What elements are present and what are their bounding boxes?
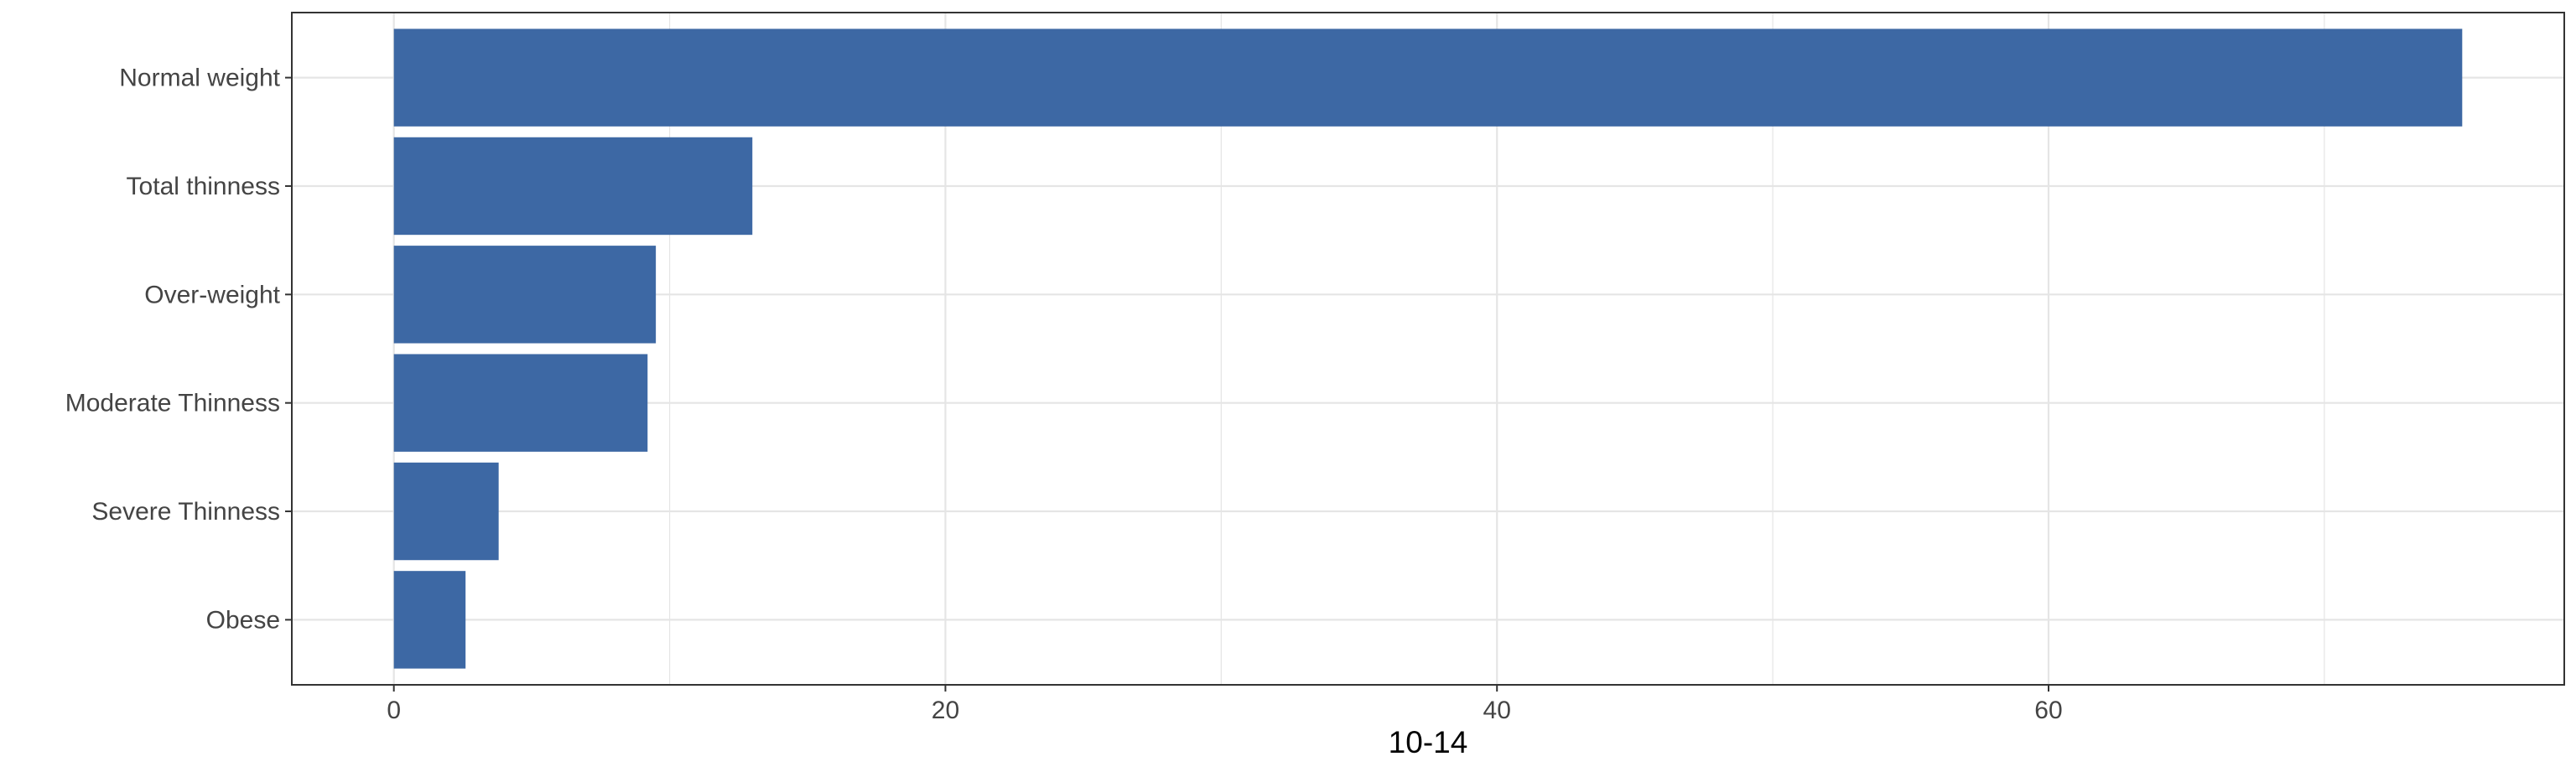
x-axis-title: 10-14: [1389, 725, 1468, 759]
bar: [393, 354, 648, 452]
x-axis: 0 20 40 60: [387, 685, 2063, 724]
bar: [393, 246, 657, 344]
bar: [393, 28, 2463, 127]
bar: [393, 462, 499, 561]
y-tick-label: Severe Thinness: [91, 498, 280, 526]
panel-border: [291, 12, 2565, 686]
y-tick-label: Moderate Thinness: [65, 390, 280, 417]
y-axis: Normal weight Total thinness Over-weight Mo…: [65, 65, 292, 634]
bars: [393, 28, 2463, 669]
y-tick-label: Over-weight: [144, 281, 280, 308]
y-tick-label: Normal weight: [119, 65, 280, 92]
x-tick-label: 0: [387, 697, 401, 724]
x-tick-label: 40: [1483, 697, 1511, 724]
bar: [393, 571, 466, 669]
y-tick-label: Obese: [206, 606, 280, 634]
bar: [393, 137, 753, 236]
y-tick-label: Total thinness: [127, 173, 280, 200]
x-tick-label: 20: [932, 697, 959, 724]
x-tick-label: 60: [2034, 697, 2062, 724]
